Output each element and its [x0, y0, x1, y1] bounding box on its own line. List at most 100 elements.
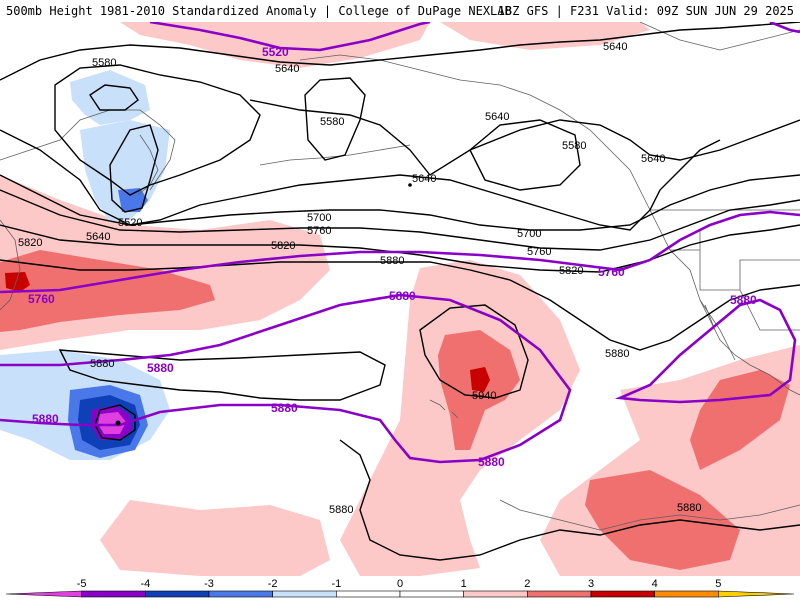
- anomaly-pink-southwest: [100, 500, 330, 576]
- contour-label: 5760: [307, 225, 331, 237]
- legend-tick-labels: -5 -4 -3 -2 -1 0 1 2 3 4 5: [77, 578, 722, 590]
- contour-label: 5640: [603, 41, 627, 53]
- legend-swatch: [463, 590, 528, 598]
- contour-label: 5580: [92, 57, 116, 69]
- clim-label: 5880: [32, 412, 59, 426]
- contour-label: 5580: [320, 116, 344, 128]
- legend-tick-label: 0: [397, 578, 403, 590]
- legend-tick-label: -3: [204, 578, 214, 590]
- low-center-marker: [115, 420, 121, 426]
- legend-color-bar: [5, 590, 795, 598]
- clim-label: 5760: [598, 265, 625, 279]
- clim-5520-ne: [769, 22, 800, 34]
- legend-tick-label: 1: [461, 578, 467, 590]
- anomaly-map: 5580 5640 5640 5580 5640 5580 5640 5640 …: [0, 22, 800, 576]
- clim-5520: [149, 22, 431, 52]
- legend-swatch: [336, 590, 401, 598]
- contour-label: 5880: [677, 502, 701, 514]
- contour-low-closed: [94, 404, 136, 441]
- clim-label: 5880: [478, 455, 505, 469]
- contour-label: 5940: [472, 390, 496, 402]
- contour-5880-main: [0, 259, 800, 351]
- contour-label: 5880: [90, 358, 114, 370]
- contour-5520-trough: [109, 124, 159, 213]
- contour-5640-upper: [0, 22, 800, 81]
- anomaly-red-southeast-2: [585, 470, 740, 570]
- clim-5880-east: [614, 298, 797, 404]
- legend-swatch: [590, 590, 655, 598]
- contour-5580-north-closed: [54, 64, 261, 196]
- legend-swatch: [145, 590, 210, 598]
- contour-5580-alaska: [469, 119, 581, 191]
- coastline-kamchatka: [137, 134, 159, 196]
- anomaly-darkred-west: [5, 272, 30, 292]
- anomaly-lightblue-north: [70, 70, 150, 125]
- anomaly-pink-northeast: [440, 22, 650, 50]
- coastline-north-america-west: [629, 169, 800, 396]
- contour-label: 5640: [412, 173, 436, 185]
- negative-anomaly-shading: [0, 70, 170, 460]
- contour-label: 5880: [380, 255, 404, 267]
- anomaly-red-west: [0, 250, 215, 332]
- contour-label: 5640: [86, 231, 110, 243]
- legend-tick-label: -2: [268, 578, 278, 590]
- coastline-aleutians: [259, 144, 411, 166]
- map-title: 500mb Height 1981-2010 Standardized Anom…: [6, 4, 512, 18]
- clim-5760: [0, 210, 800, 294]
- color-legend: -5 -4 -3 -2 -1 0 1 2 3 4 5: [5, 578, 795, 598]
- contour-5640-inner: [249, 99, 800, 176]
- contour-label: 5880: [329, 504, 353, 516]
- contour-5880-south: [339, 439, 800, 561]
- contour-label: 5820: [559, 265, 583, 277]
- map-header: 500mb Height 1981-2010 Standardized Anom…: [0, 0, 800, 22]
- height-labels: 5580 5640 5640 5580 5640 5580 5640 5640 …: [18, 41, 701, 516]
- contour-label: 5880: [605, 348, 629, 360]
- anomaly-magenta-low: [98, 412, 126, 434]
- legend-swatch: [272, 590, 337, 598]
- legend-tick-label: -1: [331, 578, 341, 590]
- contour-label: 5700: [517, 228, 541, 240]
- contour-5520-north: [89, 84, 139, 111]
- legend-swatch: [527, 590, 592, 598]
- coastline-asia-east: [0, 109, 176, 191]
- contour-label: 5700: [307, 212, 331, 224]
- clim-5880-north: [0, 293, 572, 464]
- contour-5640-loop: [0, 129, 721, 231]
- legend-tick-label: 2: [524, 578, 530, 590]
- contour-label: 5820: [18, 237, 42, 249]
- climatology-labels: 5520 5760 5760 5880 5880 5880 5880 5880 …: [28, 45, 757, 469]
- contour-label: 5760: [527, 246, 551, 258]
- contour-5580-mid: [304, 77, 366, 161]
- contour-label: 5520: [118, 217, 142, 229]
- high-center-marker: [408, 183, 412, 187]
- clim-label: 5760: [28, 292, 55, 306]
- coastline-japan: [0, 219, 21, 311]
- contour-5700: [0, 174, 800, 231]
- legend-swatch: [718, 590, 795, 598]
- coastline-greenland-arctic: [639, 22, 800, 51]
- anomaly-lightblue-trough: [80, 120, 170, 222]
- legend-swatch: [654, 590, 719, 598]
- contour-5940-closed: [419, 304, 529, 399]
- clim-label: 5880: [389, 289, 416, 303]
- contour-label: 5580: [562, 140, 586, 152]
- legend-swatch: [208, 590, 273, 598]
- clim-label: 5520: [262, 45, 289, 59]
- clim-label: 5880: [271, 401, 298, 415]
- contour-5760: [0, 189, 800, 251]
- legend-swatch: [81, 590, 146, 598]
- contour-5820: [0, 224, 800, 273]
- contour-label: 5640: [485, 111, 509, 123]
- anomaly-blue-trough: [118, 188, 148, 212]
- climatology-contours: [0, 22, 800, 464]
- legend-tick-label: 3: [588, 578, 594, 590]
- clim-label: 5880: [147, 361, 174, 375]
- legend-swatch: [399, 590, 464, 598]
- legend-swatch: [5, 590, 82, 598]
- coastline-south-america: [499, 499, 800, 531]
- clim-label: 5880: [730, 293, 757, 307]
- legend-tick-label: -4: [140, 578, 150, 590]
- legend-tick-label: -5: [77, 578, 87, 590]
- legend-tick-label: 5: [715, 578, 721, 590]
- height-contours: [0, 22, 800, 561]
